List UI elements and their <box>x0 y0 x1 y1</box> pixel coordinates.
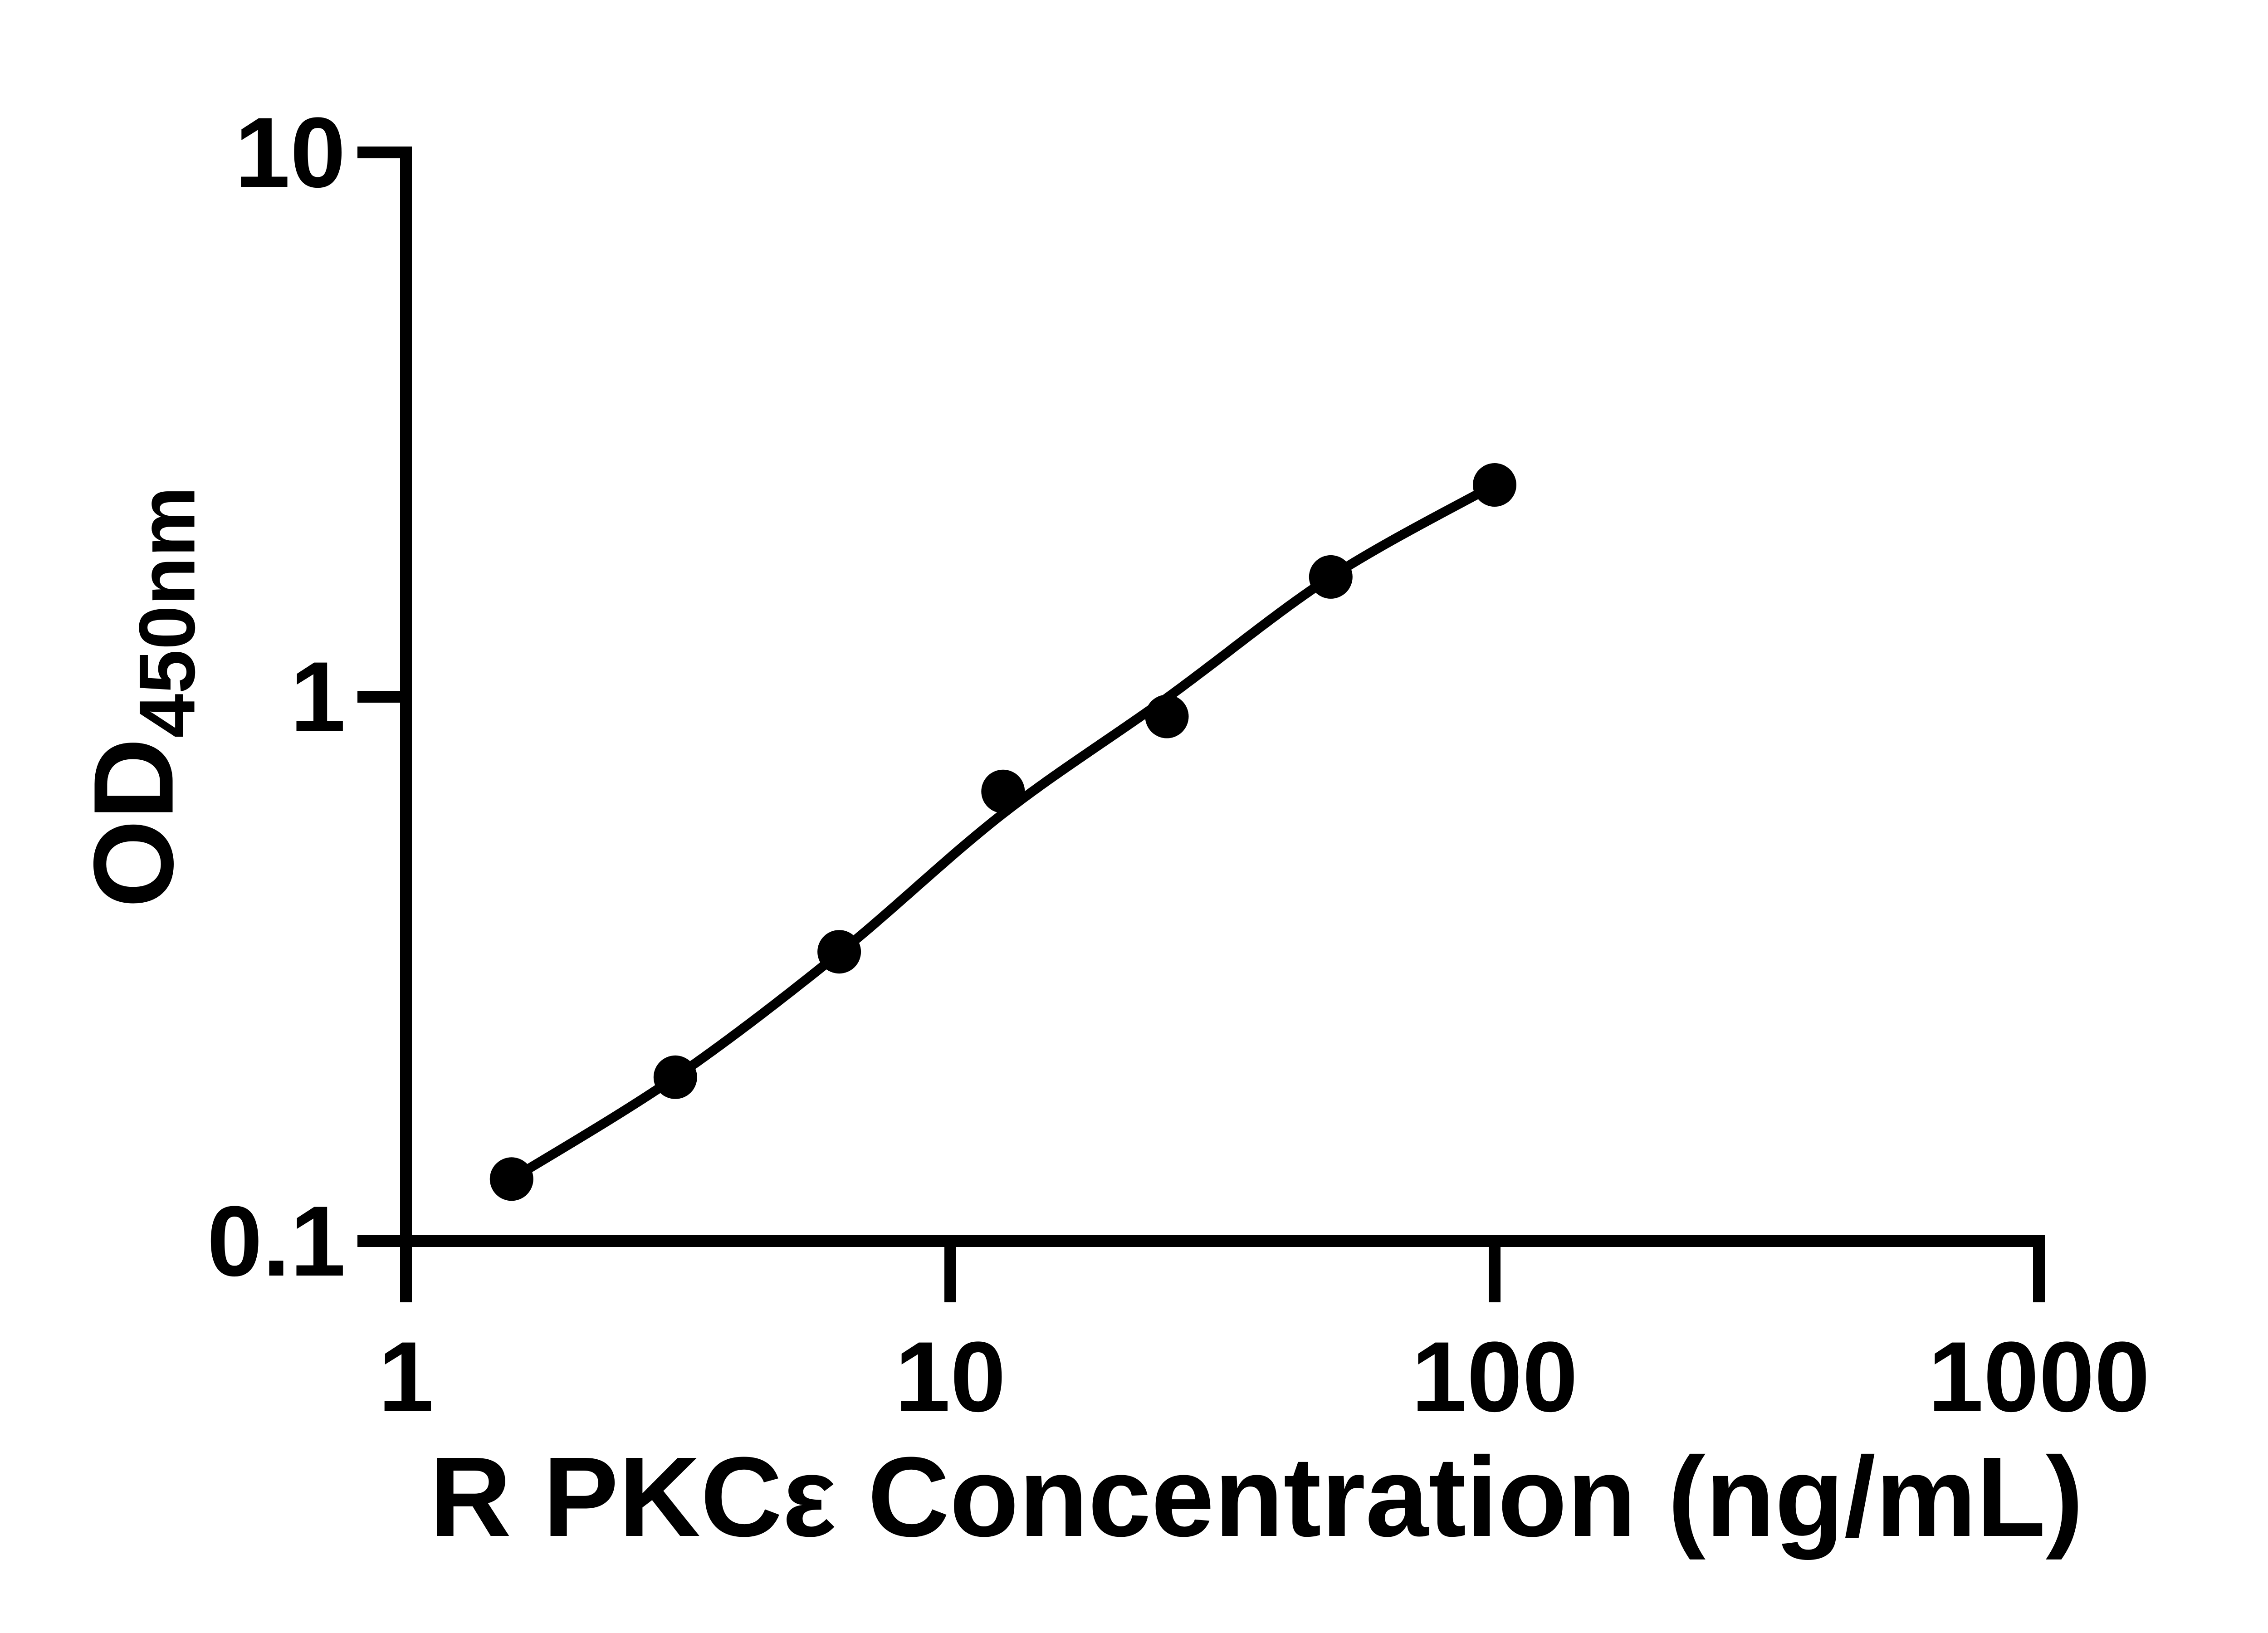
y-axis-title-main: OD <box>70 738 197 908</box>
x-tick-mark <box>2033 1235 2045 1302</box>
x-tick-mark <box>400 1235 412 1302</box>
data-point <box>1473 463 1516 507</box>
data-point <box>1309 555 1353 599</box>
y-tick-label: 10 <box>235 97 346 208</box>
y-tick-mark <box>357 691 412 703</box>
data-point <box>653 1055 697 1099</box>
x-axis-line <box>400 1235 2045 1247</box>
x-tick-label: 1 <box>378 1321 434 1433</box>
y-axis-title: OD450nm <box>70 486 212 908</box>
data-point <box>817 930 861 974</box>
x-tick-label: 10 <box>894 1321 1006 1433</box>
x-tick-mark <box>944 1235 956 1302</box>
y-axis-title-subscript: 450nm <box>123 486 212 738</box>
y-tick-label: 1 <box>290 641 346 753</box>
y-tick-mark <box>357 147 412 158</box>
data-point <box>489 1157 533 1201</box>
x-axis-title: R PKCε Concentration (ng/mL) <box>429 1433 2084 1560</box>
y-tick-label: 0.1 <box>207 1185 346 1297</box>
x-tick-mark <box>1489 1235 1501 1302</box>
x-tick-label: 100 <box>1411 1321 1578 1433</box>
data-point <box>981 769 1025 813</box>
data-point <box>1145 694 1189 738</box>
x-tick-label: 1000 <box>1928 1321 2150 1433</box>
